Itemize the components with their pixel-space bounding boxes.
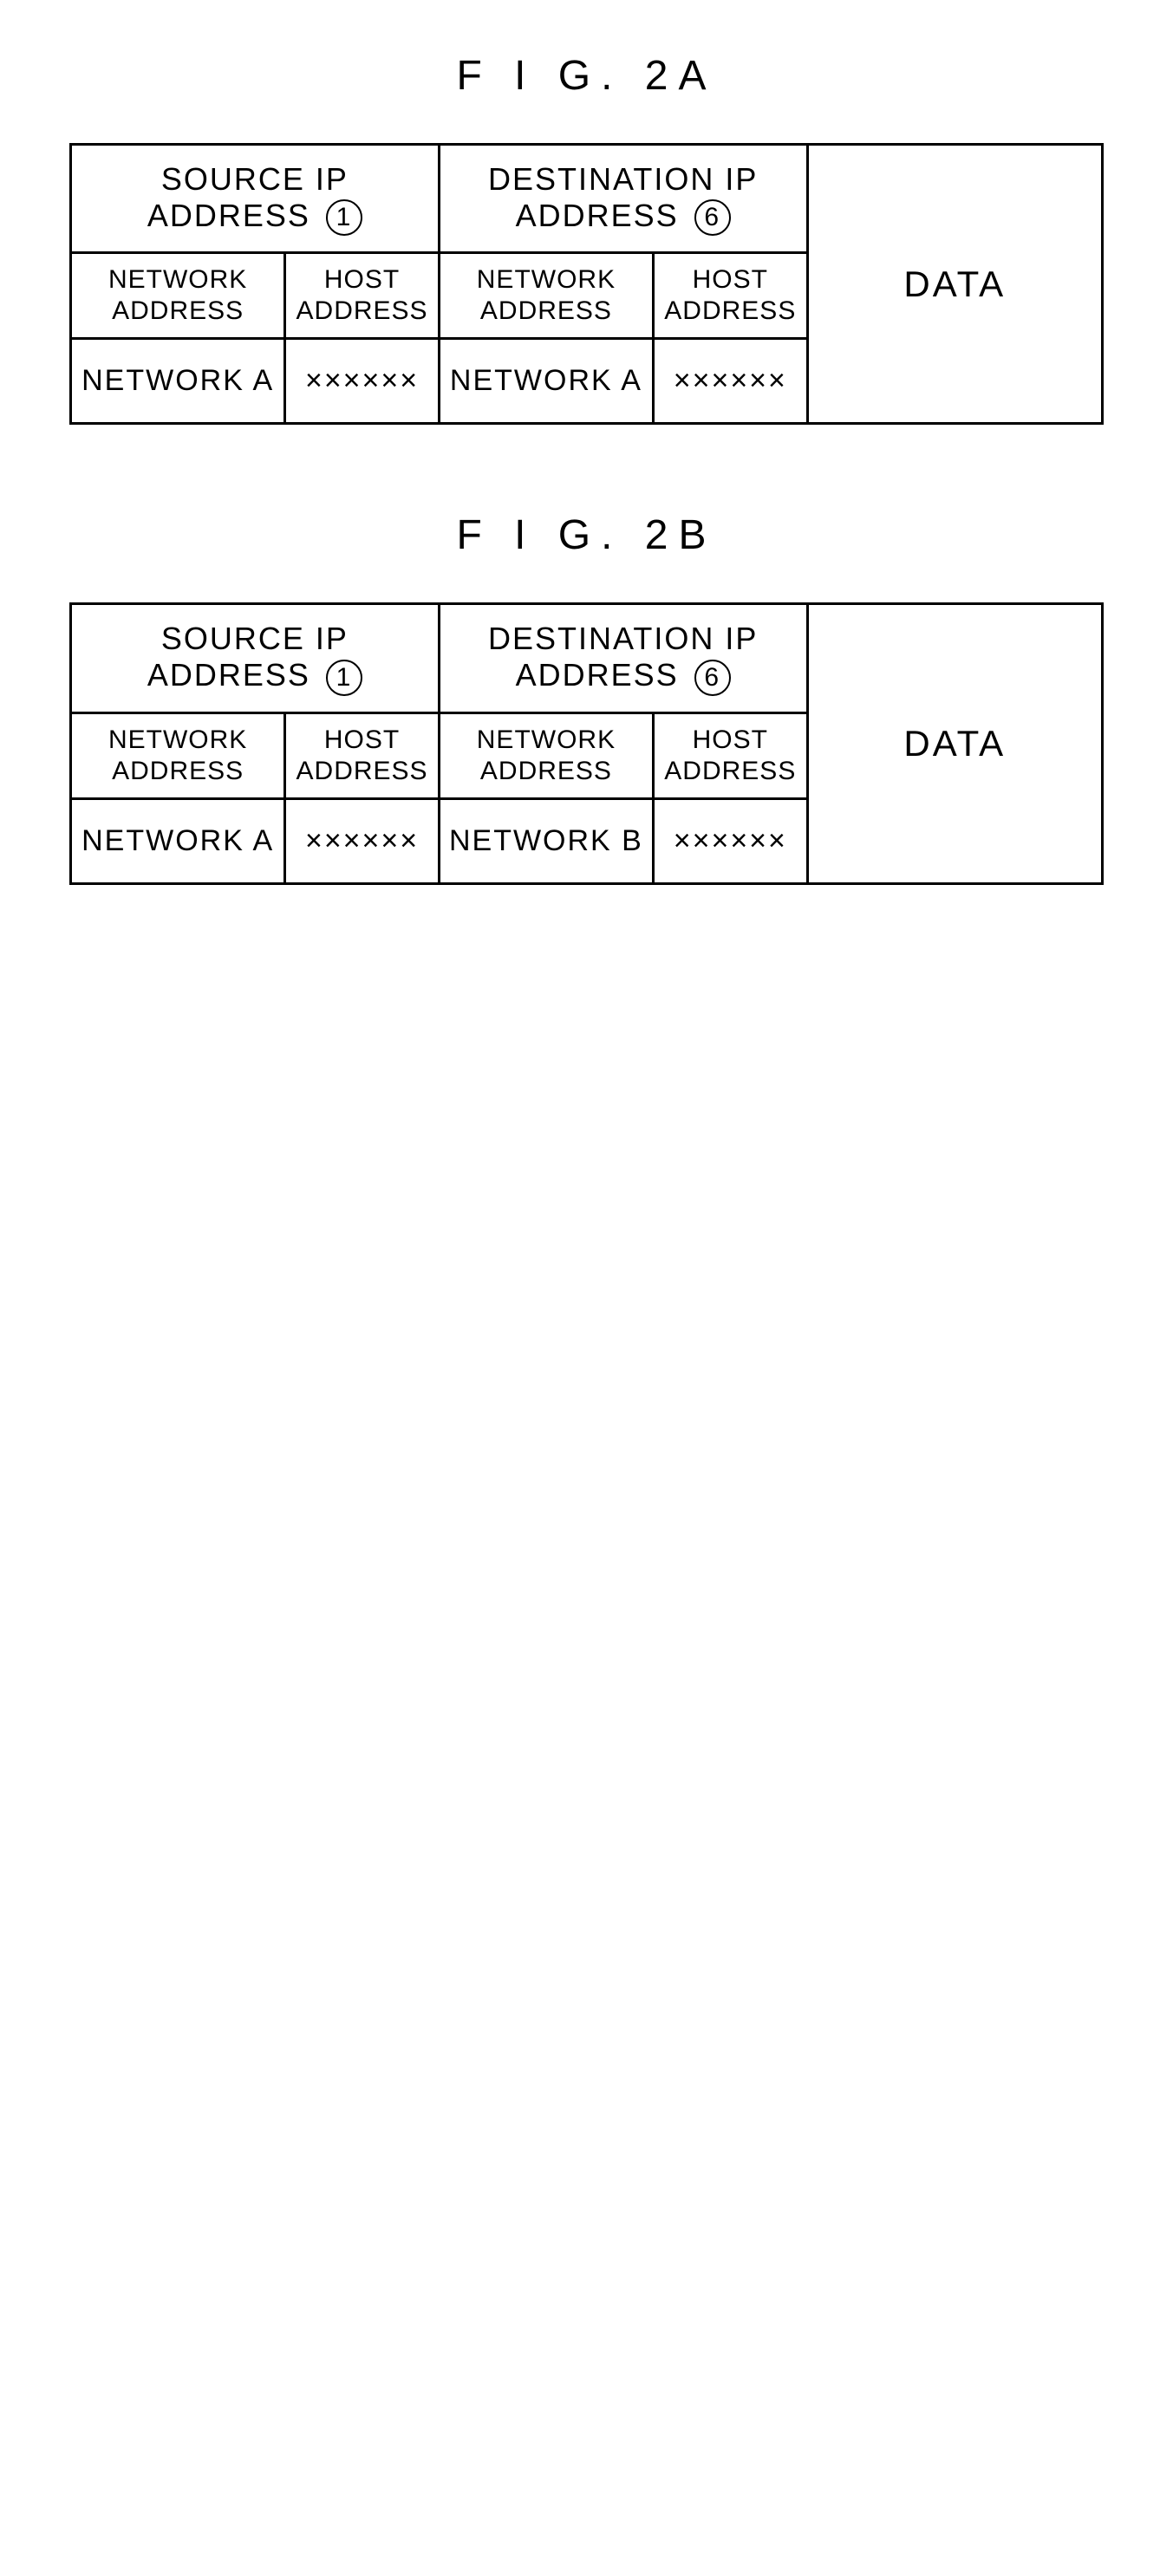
dest-network-value: NETWORK A: [440, 340, 652, 422]
dest-network-label-b: NETWORK ADDRESS: [440, 714, 652, 800]
dest-subrow-2a: NETWORK ADDRESS NETWORK A HOST ADDRESS ×…: [440, 254, 806, 422]
dest-header-num-b: 6: [694, 660, 731, 696]
figure-title-2a: F I G. 2A: [456, 52, 716, 100]
source-network-value: NETWORK A: [72, 340, 283, 422]
source-host-value: ××××××: [286, 340, 438, 422]
source-section-2a: SOURCE IP ADDRESS 1 NETWORK ADDRESS NETW…: [72, 146, 440, 422]
data-section-2a: DATA: [809, 146, 1101, 422]
dest-host-label: HOST ADDRESS: [655, 254, 806, 340]
dest-network-col-2b: NETWORK ADDRESS NETWORK B: [440, 714, 655, 882]
dest-header-num: 6: [694, 199, 731, 236]
source-host-label: HOST ADDRESS: [286, 254, 438, 340]
source-network-col-2b: NETWORK ADDRESS NETWORK A: [72, 714, 286, 882]
dest-network-col-2a: NETWORK ADDRESS NETWORK A: [440, 254, 655, 422]
source-header-2b: SOURCE IP ADDRESS 1: [72, 605, 438, 713]
source-host-label-b: HOST ADDRESS: [286, 714, 438, 800]
figure-2a: F I G. 2A SOURCE IP ADDRESS 1 NETWORK AD…: [69, 52, 1104, 425]
dest-host-label-b: HOST ADDRESS: [655, 714, 806, 800]
source-host-value-b: ××××××: [286, 800, 438, 882]
source-header-2a: SOURCE IP ADDRESS 1: [72, 146, 438, 254]
source-network-value-b: NETWORK A: [72, 800, 283, 882]
dest-host-col-2b: HOST ADDRESS ××××××: [655, 714, 806, 882]
source-section-2b: SOURCE IP ADDRESS 1 NETWORK ADDRESS NETW…: [72, 605, 440, 881]
source-header-num-b: 1: [326, 660, 362, 696]
packet-table-2b: SOURCE IP ADDRESS 1 NETWORK ADDRESS NETW…: [69, 602, 1104, 884]
source-network-label-b: NETWORK ADDRESS: [72, 714, 283, 800]
source-header-text-b: SOURCE IP ADDRESS: [147, 621, 349, 693]
dest-network-label: NETWORK ADDRESS: [440, 254, 652, 340]
dest-section-2b: DESTINATION IP ADDRESS 6 NETWORK ADDRESS…: [440, 605, 809, 881]
source-header-text: SOURCE IP ADDRESS: [147, 161, 349, 233]
figure-2b: F I G. 2B SOURCE IP ADDRESS 1 NETWORK AD…: [69, 511, 1104, 884]
source-network-col-2a: NETWORK ADDRESS NETWORK A: [72, 254, 286, 422]
source-host-col-2b: HOST ADDRESS ××××××: [286, 714, 438, 882]
source-network-label: NETWORK ADDRESS: [72, 254, 283, 340]
dest-section-2a: DESTINATION IP ADDRESS 6 NETWORK ADDRESS…: [440, 146, 809, 422]
source-host-col-2a: HOST ADDRESS ××××××: [286, 254, 438, 422]
source-header-num: 1: [326, 199, 362, 236]
dest-host-value: ××××××: [655, 340, 806, 422]
dest-host-col-2a: HOST ADDRESS ××××××: [655, 254, 806, 422]
dest-header-2a: DESTINATION IP ADDRESS 6: [440, 146, 806, 254]
data-section-2b: DATA: [809, 605, 1101, 881]
source-subrow-2a: NETWORK ADDRESS NETWORK A HOST ADDRESS ×…: [72, 254, 438, 422]
source-subrow-2b: NETWORK ADDRESS NETWORK A HOST ADDRESS ×…: [72, 714, 438, 882]
packet-table-2a: SOURCE IP ADDRESS 1 NETWORK ADDRESS NETW…: [69, 143, 1104, 425]
dest-header-2b: DESTINATION IP ADDRESS 6: [440, 605, 806, 713]
figure-title-2b: F I G. 2B: [456, 511, 716, 559]
dest-host-value-b: ××××××: [655, 800, 806, 882]
dest-subrow-2b: NETWORK ADDRESS NETWORK B HOST ADDRESS ×…: [440, 714, 806, 882]
dest-network-value-b: NETWORK B: [440, 800, 652, 882]
